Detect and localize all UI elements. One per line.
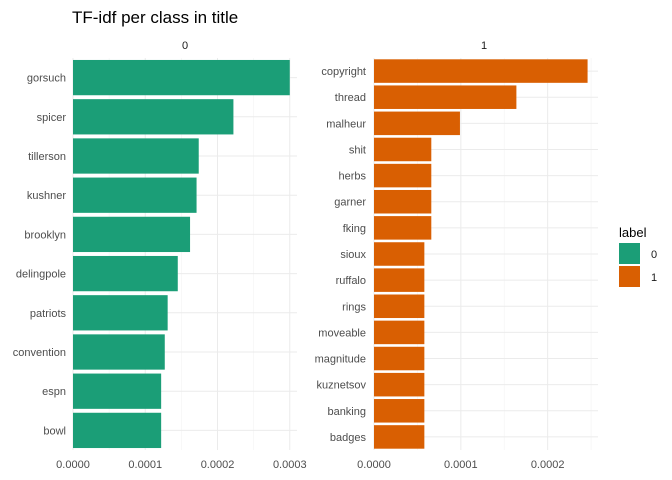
bar-gorsuch <box>73 59 290 96</box>
legend: label 0 1 <box>619 225 657 287</box>
bar-thread <box>374 85 517 109</box>
y-tick-label-moveable: moveable <box>318 327 366 339</box>
facet-1: 1 copyright thread malheur shit herbs garner f… <box>315 40 598 471</box>
y-tick-label-brooklyn: brooklyn <box>24 229 66 241</box>
y-tick-label-garner: garner <box>334 197 366 209</box>
legend-title: label <box>619 225 647 240</box>
facet-0-strip-label: 0 <box>182 40 188 52</box>
facet-0-bars <box>73 59 290 449</box>
facet-0: 0 gorsuch spicer tillerson kushner brooklyn d… <box>13 40 307 471</box>
y-tick-label-malheur: malheur <box>326 118 366 130</box>
y-tick-label-tillerson: tillerson <box>28 151 66 163</box>
y-tick-label-sioux: sioux <box>340 249 366 261</box>
bar-shit <box>374 137 432 162</box>
bar-tillerson <box>73 138 199 174</box>
bar-kushner <box>73 177 197 213</box>
y-tick-label-thread: thread <box>335 92 366 104</box>
y-tick-label-espn: espn <box>42 386 66 398</box>
bar-fking <box>374 216 432 240</box>
y-tick-label-herbs: herbs <box>338 171 366 183</box>
facet-1-bars <box>374 59 588 449</box>
facet-1-x-tick-label: 0.0001 <box>444 459 478 471</box>
bar-herbs <box>374 163 432 188</box>
y-tick-label-kushner: kushner <box>27 190 66 202</box>
y-tick-label-fking: fking <box>343 223 366 235</box>
y-tick-label-magnitude: magnitude <box>315 354 366 366</box>
y-tick-label-rings: rings <box>342 301 366 313</box>
y-tick-label-banking: banking <box>327 406 366 418</box>
bar-ruffalo <box>374 268 425 292</box>
legend-label-0: 0 <box>651 249 657 261</box>
legend-swatch-0 <box>619 243 640 264</box>
bar-garner <box>374 189 432 214</box>
facet-0-x-tick-label: 0.0000 <box>56 459 90 471</box>
bar-sioux <box>374 242 425 266</box>
y-tick-label-patriots: patriots <box>30 308 67 320</box>
bar-copyright <box>374 59 588 83</box>
y-tick-label-delingpole: delingpole <box>16 269 66 281</box>
bar-kuznetsov <box>374 372 425 397</box>
facet-0-y-tick-labels: gorsuch spicer tillerson kushner brooklyn del… <box>13 73 67 438</box>
bar-convention <box>73 334 165 370</box>
y-tick-label-spicer: spicer <box>37 112 67 124</box>
bar-banking <box>374 399 425 423</box>
facet-0-x-tick-label: 0.0003 <box>273 459 307 471</box>
bar-moveable <box>374 320 425 345</box>
bar-delingpole <box>73 255 178 292</box>
y-tick-label-badges: badges <box>330 432 367 444</box>
y-tick-label-copyright: copyright <box>321 66 366 78</box>
bar-espn <box>73 373 162 409</box>
bar-magnitude <box>374 346 425 371</box>
chart-title: TF-idf per class in title <box>72 8 238 27</box>
bar-patriots <box>73 295 168 331</box>
bar-brooklyn <box>73 216 191 253</box>
legend-swatch-1 <box>619 266 640 287</box>
facet-0-x-tick-label: 0.0002 <box>201 459 235 471</box>
bar-bowl <box>73 412 162 449</box>
facet-1-y-tick-labels: copyright thread malheur shit herbs garner fki… <box>315 66 367 444</box>
facet-0-x-tick-label: 0.0001 <box>128 459 162 471</box>
y-tick-label-shit: shit <box>349 144 366 156</box>
facet-1-strip-label: 1 <box>481 40 487 52</box>
facet-1-x-tick-label: 0.0000 <box>357 459 391 471</box>
bar-rings <box>374 294 425 319</box>
bar-badges <box>374 425 425 449</box>
y-tick-label-kuznetsov: kuznetsov <box>316 380 366 392</box>
y-tick-label-convention: convention <box>13 347 66 359</box>
y-tick-label-ruffalo: ruffalo <box>336 275 366 287</box>
facet-0-x-tick-labels: 0.0000 0.0001 0.0002 0.0003 <box>56 459 306 471</box>
y-tick-label-gorsuch: gorsuch <box>27 73 66 85</box>
bar-malheur <box>374 111 460 136</box>
bar-spicer <box>73 99 234 135</box>
facet-1-x-tick-labels: 0.0000 0.0001 0.0002 <box>357 459 564 471</box>
y-tick-label-bowl: bowl <box>43 425 66 437</box>
legend-label-1: 1 <box>651 272 657 284</box>
facet-1-x-tick-label: 0.0002 <box>531 459 565 471</box>
